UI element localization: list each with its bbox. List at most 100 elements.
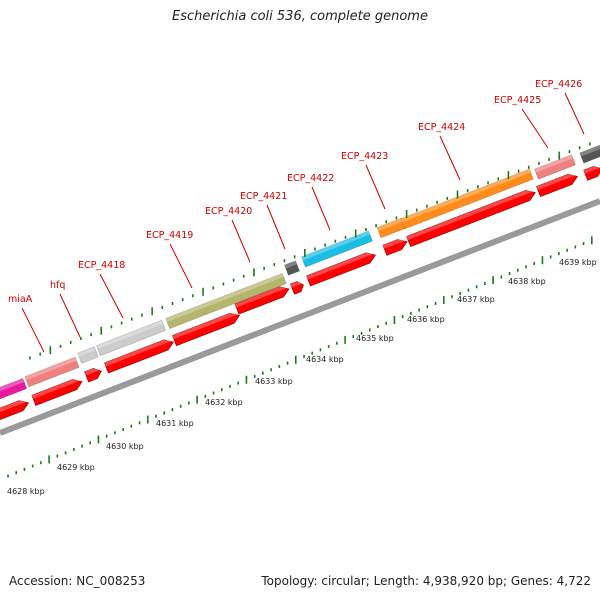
gene-feature [165, 273, 287, 329]
cds-feature [382, 236, 408, 256]
gene-arrow [31, 379, 83, 406]
gene-highlight [31, 376, 82, 399]
gene-highlight [376, 218, 403, 232]
gene-highlight [0, 397, 29, 416]
kbp-label: 4629 kbp [57, 463, 95, 472]
gene-label-group: miaAhfqECP_4418ECP_4419ECP_4420ECP_4421E… [8, 79, 585, 353]
kbp-label: 4628 kbp [7, 487, 45, 496]
gene-label: ECP_4423 [341, 151, 388, 162]
gene-feature [77, 346, 99, 364]
gene-bar [534, 154, 576, 180]
label-leader-line [564, 92, 585, 135]
gene-highlight [234, 283, 289, 308]
gene-feature [400, 168, 534, 230]
gene-highlight [104, 336, 173, 367]
gene-label: ECP_4426 [535, 79, 582, 90]
gene-bar [301, 230, 373, 268]
kbp-label: 4630 kbp [106, 442, 144, 451]
gene-arrow [406, 189, 536, 247]
gene-bar [579, 144, 600, 164]
gene-feature [0, 378, 28, 402]
cds-feature [406, 187, 536, 247]
gene-bar [400, 168, 534, 230]
gene-feature [96, 319, 166, 357]
label-leader-line [266, 204, 286, 250]
gene-highlight [24, 357, 77, 381]
label-leader-line [169, 243, 193, 289]
gene-highlight [165, 273, 284, 323]
gene-highlight [77, 346, 96, 357]
cds-feature [84, 365, 102, 383]
cds-feature [31, 376, 83, 406]
gene-arrow [382, 239, 408, 256]
gene-label: ECP_4419 [146, 230, 193, 241]
gene-label: miaA [8, 294, 33, 305]
kbp-label: 4634 kbp [306, 355, 344, 364]
gene-highlight [400, 168, 531, 223]
outer-tick-ring [29, 142, 591, 360]
gene-bar [0, 378, 28, 402]
gene-highlight [306, 249, 375, 280]
gene-arrow [583, 165, 600, 181]
gene-arrow [84, 368, 102, 383]
gene-highlight [534, 154, 574, 173]
gene-feature [284, 260, 300, 276]
gene-bar [284, 260, 300, 276]
cds-feature [0, 397, 30, 423]
gene-label: ECP_4420 [205, 206, 252, 217]
gene-highlight [290, 279, 304, 288]
gene-highlight [84, 365, 101, 376]
gene-arrow [0, 400, 30, 423]
label-leader-line [231, 219, 251, 263]
label-leader-line [59, 293, 81, 338]
kbp-label: 4635 kbp [356, 334, 394, 343]
gene-feature [579, 144, 600, 164]
gene-label: ECP_4421 [240, 191, 287, 202]
label-leader-line [99, 273, 124, 319]
kbp-label: 4631 kbp [156, 419, 194, 428]
cds-feature [290, 279, 304, 295]
gene-highlight [172, 310, 240, 340]
map-title: Escherichia coli 536, complete genome [172, 9, 428, 24]
cds-feature [234, 283, 290, 315]
cds-feature [583, 163, 600, 181]
gene-arrow [104, 339, 174, 374]
gene-highlight [579, 144, 600, 157]
gene-arrow [172, 312, 241, 347]
gene-highlight [0, 378, 25, 395]
gene-label: ECP_4424 [418, 122, 465, 133]
gene-arrow [536, 173, 578, 198]
gene-highlight [284, 260, 298, 269]
gene-highlight [301, 230, 370, 261]
gene-highlight [382, 236, 407, 249]
genome-summary-text: Topology: circular; Length: 4,938,920 bp… [261, 574, 591, 588]
gene-bar [77, 346, 99, 364]
label-leader-line [311, 186, 331, 231]
gene-feature [376, 217, 406, 239]
cds-feature [172, 310, 241, 347]
gene-highlight [583, 163, 600, 174]
kbp-label: 4638 kbp [508, 277, 546, 286]
backbone [0, 198, 600, 436]
gene-bar [165, 273, 287, 329]
cds-feature [306, 249, 376, 287]
gene-feature [24, 356, 80, 388]
gene-highlight [96, 320, 164, 350]
gene-bar [96, 319, 166, 357]
kbp-label: 4636 kbp [407, 315, 445, 324]
gene-label: ECP_4425 [494, 95, 541, 106]
kbp-label: 4633 kbp [255, 377, 293, 386]
gene-arrow [290, 281, 304, 295]
gene-highlight [536, 171, 577, 191]
gene-feature [301, 230, 373, 268]
gene-arrow [306, 252, 376, 287]
gene-arrow [234, 286, 290, 315]
gene-label: ECP_4422 [287, 173, 334, 184]
cds-feature [104, 336, 174, 374]
kbp-label-group: 4628 kbp 4629 kbp 4630 kbp 4631 kbp 4632 kbp… [7, 258, 597, 496]
gene-feature [534, 154, 576, 180]
gene-label: hfq [50, 280, 65, 291]
kbp-label: 4639 kbp [559, 258, 597, 267]
position-ruler [7, 236, 593, 478]
